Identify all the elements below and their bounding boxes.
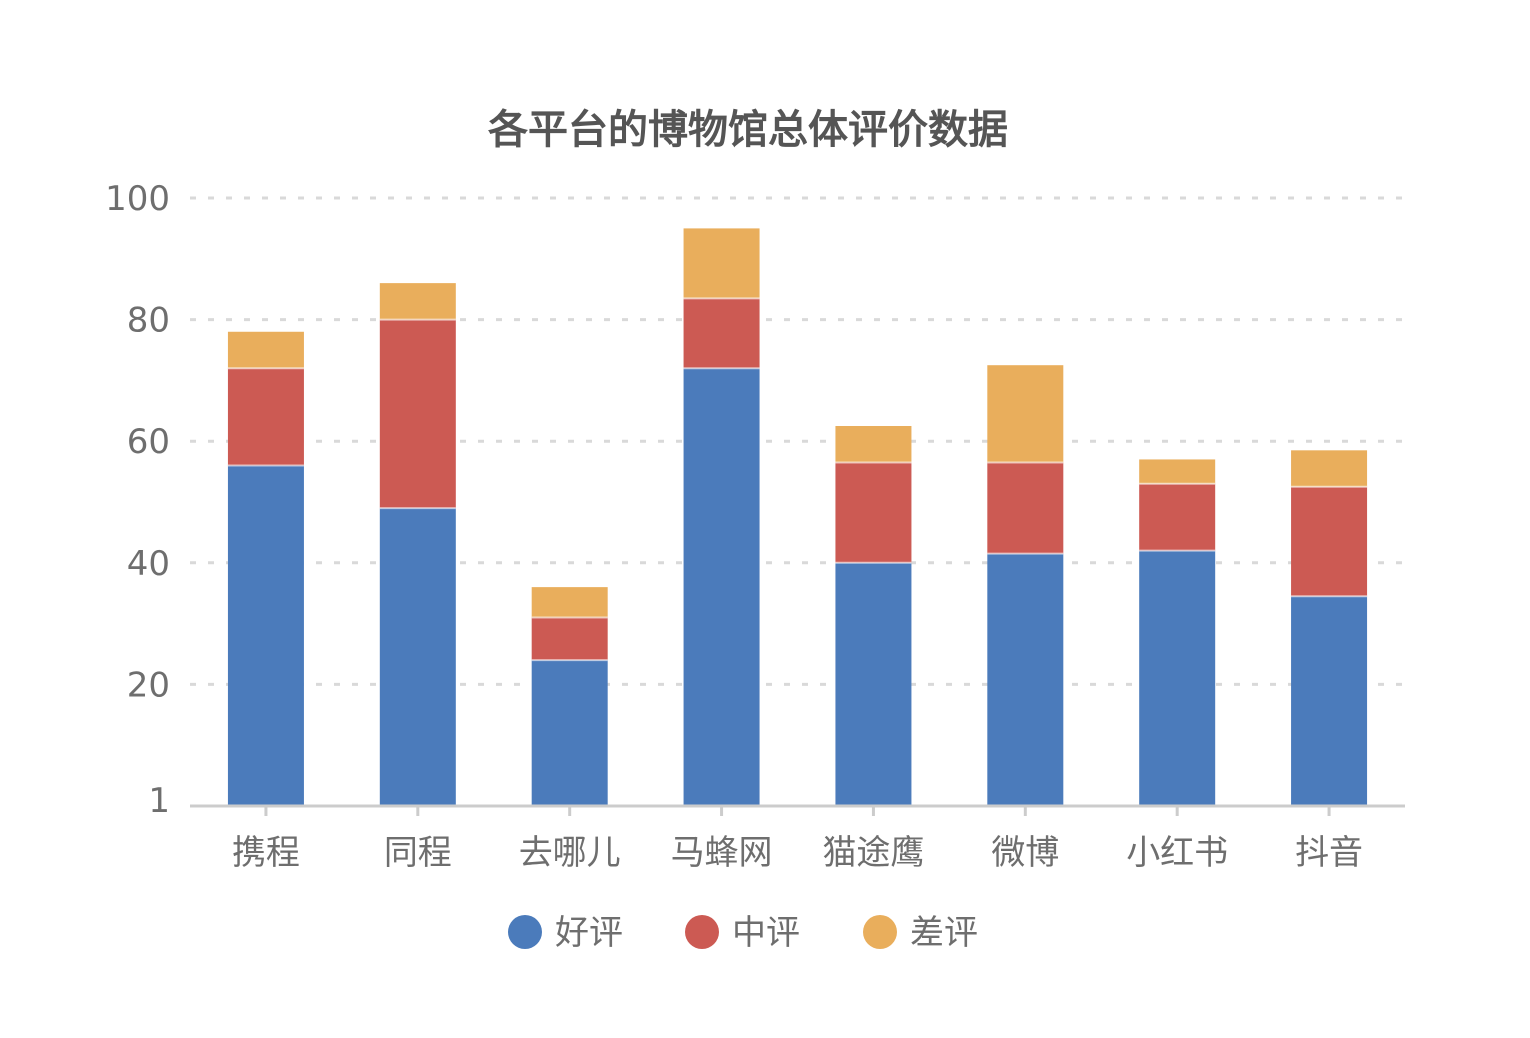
y-tick-label: 20 [127,665,170,705]
bar-segment [227,331,304,369]
legend-item[interactable]: 差评 [863,913,978,953]
bar-segment [379,319,456,509]
bar-segment [227,368,304,466]
bar-segment [1291,450,1368,487]
bar-segment [987,365,1064,463]
chart-title: 各平台的博物馆总体评价数据 [488,107,1008,153]
category-label: 小红书 [1126,833,1228,873]
legend-label: 中评 [732,913,800,953]
bar-segment [531,660,608,806]
legend-marker [863,915,897,949]
legend-marker [508,915,542,949]
bar-segment [379,508,456,806]
y-tick-label: 80 [127,301,170,341]
legend: 好评 中评 差评 [508,913,978,953]
legend-item[interactable]: 中评 [685,913,800,953]
category-label: 同程 [384,833,452,873]
bar-segment [683,228,760,299]
category-label: 猫途鹰 [822,833,924,873]
bars [227,228,1368,806]
y-tick-label: 40 [127,544,170,584]
category-label: 携程 [232,833,300,873]
bar-segment [1291,486,1368,597]
bar-segment [531,617,608,661]
bar-segment [227,465,304,806]
category-label: 微博 [991,833,1059,873]
y-tick-label: 100 [105,179,170,219]
legend-marker [685,915,719,949]
y-tick-label: 60 [127,422,170,462]
category-labels: 携程 同程 去哪儿 马蜂网 猫途鹰 微博 小红书 抖音 [232,833,1363,873]
bar-segment [835,426,912,463]
bar-segment [683,298,760,369]
bar-segment [987,462,1064,554]
legend-label: 好评 [555,913,623,953]
bar-segment [835,562,912,806]
category-label: 马蜂网 [671,833,773,873]
y-axis-ticks: 1 20 40 60 80 100 [105,179,170,821]
legend-label: 差评 [910,913,978,953]
bar-segment [1291,596,1368,806]
category-label: 抖音 [1295,833,1363,873]
legend-item[interactable]: 好评 [508,913,623,953]
bar-segment [531,587,608,618]
bar-segment [379,283,456,320]
y-tick-label: 1 [148,781,170,821]
x-axis-ticks [264,806,1331,816]
bar-segment [987,553,1064,806]
bar-segment [1139,550,1216,806]
category-label: 去哪儿 [519,833,621,873]
bar-segment [1139,459,1216,484]
grid-lines [190,196,1405,686]
bar-segment [683,368,760,806]
bar-segment [835,462,912,563]
bar-segment [1139,483,1216,551]
